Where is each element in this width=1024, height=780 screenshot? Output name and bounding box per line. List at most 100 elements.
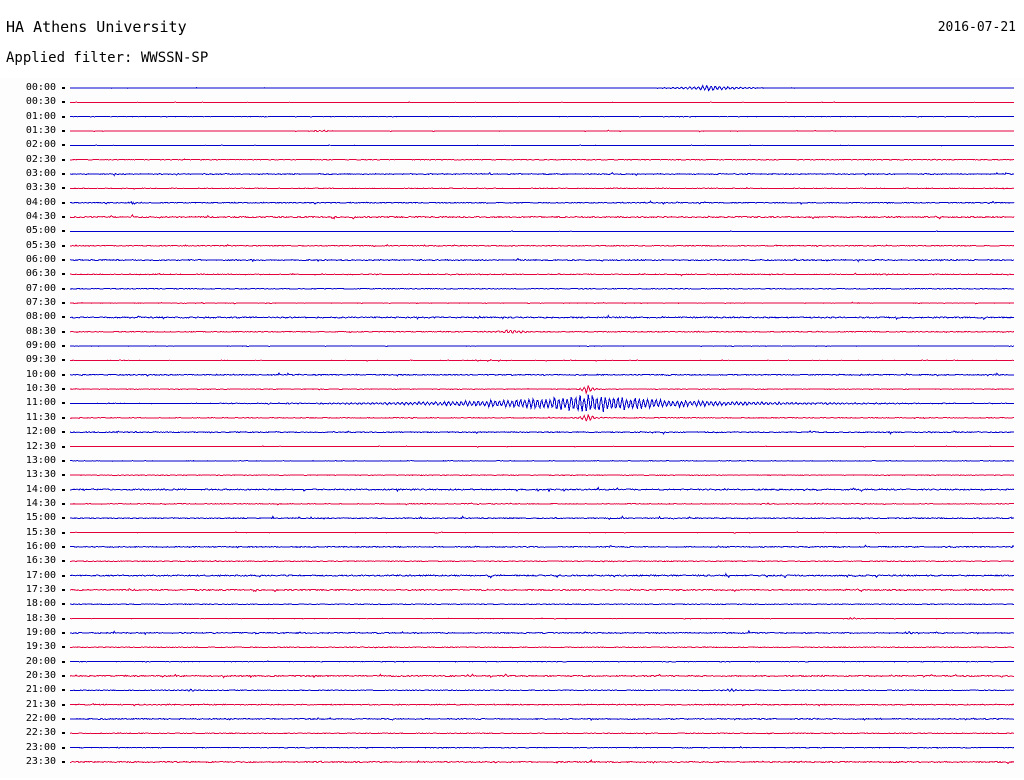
axis-tick <box>62 230 65 233</box>
time-tick-label: 00:00 <box>25 82 56 93</box>
time-tick-label: 11:30 <box>25 411 56 423</box>
trace-row <box>69 301 1015 305</box>
trace-row <box>69 617 1015 620</box>
time-tick-label: 23:30 <box>25 755 56 767</box>
trace-row <box>69 486 1015 493</box>
trace-row <box>69 459 1015 462</box>
applied-filter-label: Applied filter: WWSSN-SP <box>6 50 209 66</box>
trace-row <box>70 646 1015 649</box>
time-tick-label: 16:30 <box>25 555 56 567</box>
axis-tick <box>62 373 65 376</box>
axis-tick <box>62 402 65 405</box>
trace-row <box>69 758 1015 765</box>
time-tick-label: 02:30 <box>25 153 56 165</box>
trace-row <box>69 243 1015 248</box>
trace-row <box>69 531 1015 534</box>
trace-row <box>69 372 1015 377</box>
time-tick-label: 19:30 <box>25 641 56 653</box>
time-tick-label: 18:00 <box>25 598 56 610</box>
axis-tick <box>62 101 65 104</box>
trace-row <box>69 171 1015 177</box>
time-tick-label: 18:30 <box>25 612 56 624</box>
time-tick-label: 06:30 <box>25 268 56 280</box>
axis-tick <box>62 287 65 290</box>
axis-tick <box>62 87 65 89</box>
time-tick-label: 09:00 <box>25 340 56 352</box>
axis-tick <box>62 130 65 133</box>
trace-row <box>69 502 1015 506</box>
axis-tick <box>62 660 65 663</box>
time-tick-label: 21:30 <box>25 698 56 710</box>
axis-tick <box>62 302 65 305</box>
axis-tick <box>62 173 65 176</box>
axis-tick <box>62 273 65 276</box>
time-tick-label: 17:30 <box>25 583 56 595</box>
record-date: 2016-07-21 <box>937 20 1016 35</box>
trace-row <box>69 287 1015 290</box>
axis-tick <box>62 646 65 649</box>
axis-tick <box>62 502 65 505</box>
trace-row <box>69 158 1015 161</box>
trace-row <box>69 84 1015 92</box>
time-tick-label: 06:00 <box>25 254 56 266</box>
axis-tick <box>62 717 65 720</box>
time-tick-label: 20:30 <box>25 669 56 681</box>
axis-tick <box>62 459 65 462</box>
trace-row <box>69 587 1015 593</box>
time-tick-label: 07:00 <box>25 282 56 294</box>
axis-tick <box>62 517 65 520</box>
trace-row <box>69 703 1015 707</box>
axis-tick <box>62 545 65 548</box>
time-tick-label: 04:30 <box>25 211 56 223</box>
trace-row <box>70 230 1015 233</box>
axis-tick <box>62 144 65 147</box>
trace-row <box>69 314 1015 321</box>
trace-row <box>69 716 1015 722</box>
axis-tick <box>62 388 65 391</box>
axis-tick <box>62 617 65 620</box>
axis-tick <box>62 732 65 735</box>
trace-canvas <box>69 84 1015 765</box>
trace-row <box>69 187 1015 190</box>
axis-tick <box>62 115 65 118</box>
axis-tick <box>62 259 65 262</box>
axis-tick <box>62 631 65 634</box>
page-title: HA Athens University <box>6 18 187 36</box>
time-tick-label: 09:30 <box>25 354 56 366</box>
trace-row <box>69 329 1015 334</box>
trace-row <box>69 394 1015 413</box>
trace-row <box>69 101 1015 104</box>
axis-tick <box>62 416 65 419</box>
trace-row <box>69 214 1015 220</box>
time-tick-label: 13:30 <box>25 469 56 481</box>
time-tick-label: 17:00 <box>25 569 56 581</box>
axis-tick <box>62 703 65 706</box>
time-tick-label: 19:00 <box>25 626 56 638</box>
time-tick-label: 08:30 <box>25 325 56 337</box>
time-tick-label: 14:00 <box>25 483 56 495</box>
trace-row <box>69 413 1015 423</box>
time-tick-label: 04:00 <box>25 196 56 208</box>
trace-row <box>69 572 1015 579</box>
time-tick-label: 10:30 <box>25 383 56 395</box>
axis-tick <box>62 158 65 161</box>
trace-row <box>69 272 1015 277</box>
axis-tick <box>62 746 65 749</box>
axis-tick <box>62 345 65 348</box>
time-tick-label: 22:30 <box>25 727 56 739</box>
time-tick-label: 16:00 <box>25 540 56 552</box>
time-tick-label: 10:00 <box>25 368 56 380</box>
axis-tick <box>62 445 65 448</box>
time-tick-label: 22:00 <box>25 712 56 724</box>
trace-row <box>69 660 1015 663</box>
time-tick-label: 03:00 <box>25 168 56 180</box>
trace-row <box>69 200 1015 206</box>
trace-row <box>69 544 1015 549</box>
axis-tick <box>62 316 65 319</box>
axis-tick <box>62 187 65 190</box>
trace-row <box>69 359 1015 363</box>
trace-row <box>69 257 1015 263</box>
axis-tick <box>62 531 65 534</box>
trace-row <box>69 474 1015 477</box>
